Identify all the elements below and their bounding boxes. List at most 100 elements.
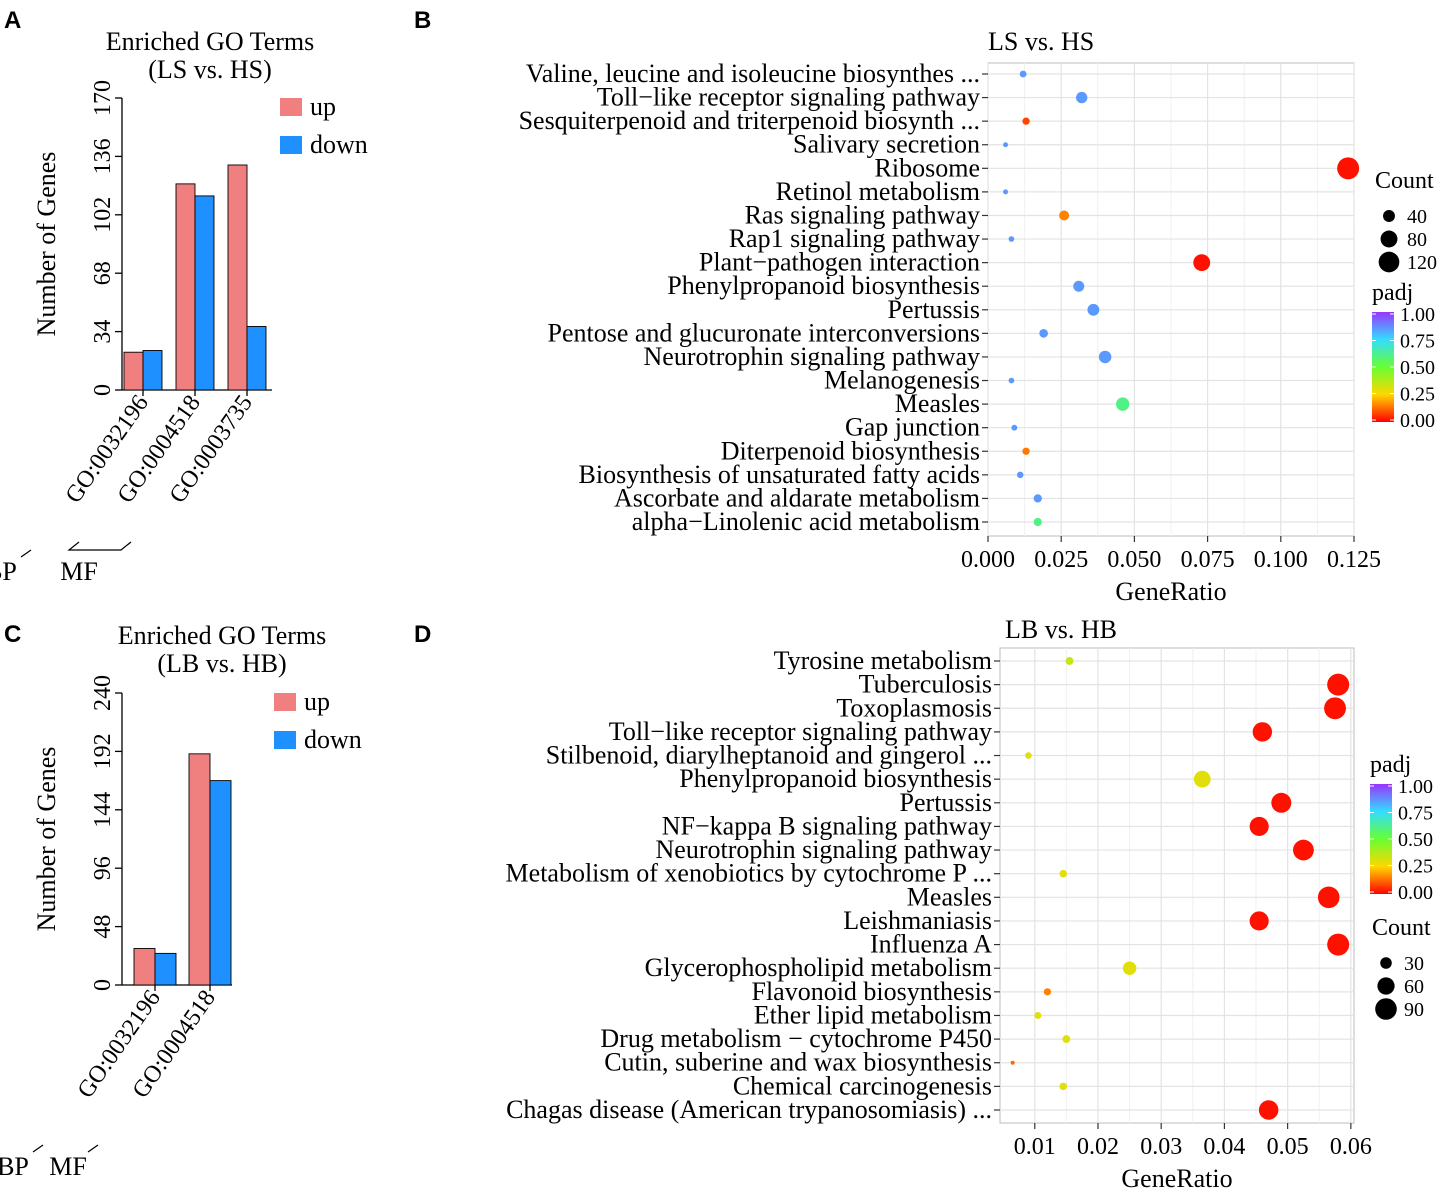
y-tick-label: 240: [90, 675, 116, 711]
category-label: Phenylpropanoid biosynthesis: [667, 271, 980, 300]
count-legend-label: 40: [1407, 206, 1427, 228]
group-bracket: [87, 1144, 99, 1153]
category-label: Pentose and glucuronate interconversions: [548, 318, 981, 347]
dot-point: [1003, 142, 1009, 148]
group-bracket: [20, 549, 32, 558]
legend-title-count: Count: [1375, 168, 1434, 194]
dot-point: [1252, 722, 1273, 742]
panel-d-dot-plot: LB vs. HB 0.01 0.02 0.03 0.04 0.05 0.06 GeneRat…: [506, 615, 1433, 1193]
category-label: Toll−like receptor signaling pathway: [609, 717, 992, 746]
dot-point: [1193, 770, 1211, 788]
dot-point: [1039, 329, 1048, 338]
x-tick-label: 0.04: [1203, 1134, 1245, 1160]
x-tick-label: 0.125: [1327, 547, 1381, 573]
category-label: Cutin, suberine and wax biosynthesis: [604, 1048, 992, 1077]
dot-point: [1059, 1082, 1067, 1091]
y-tick-label: 144: [90, 792, 116, 828]
dot-point: [1317, 886, 1340, 909]
x-axis-label: GeneRatio: [1121, 1164, 1232, 1193]
dot-point: [1011, 424, 1018, 431]
dot-point: [1073, 280, 1085, 292]
y-tick-label: 136: [90, 138, 116, 174]
category-label: Plant−pathogen interaction: [699, 248, 980, 277]
chart-title: Enriched GO Terms: [106, 27, 315, 56]
chart-title: LB vs. HB: [1005, 615, 1117, 644]
dot-point: [1271, 792, 1292, 813]
group-label-mf: MF: [49, 1152, 87, 1181]
bar-up-1: [123, 351, 144, 391]
dot-point: [1008, 377, 1015, 384]
bar-up-2: [188, 753, 211, 986]
panel-b-dot-plot: LS vs. HS 0.000 0.025 0.050 0.075 0.100 0.125 G…: [519, 27, 1437, 606]
dot-point: [1008, 236, 1015, 242]
y-tick-label: 48: [90, 915, 116, 939]
plot-area: [999, 647, 1355, 1124]
x-tick-label: 0.050: [1107, 547, 1161, 573]
category-label: Tyrosine metabolism: [774, 646, 992, 675]
group-label-mf: MF: [60, 557, 98, 586]
legend-label-up: up: [310, 92, 336, 121]
legend-title-count: Count: [1372, 915, 1431, 941]
bar-up-3: [227, 164, 248, 391]
category-label: Retinol metabolism: [776, 177, 980, 206]
group-label-bp: BP: [0, 557, 17, 586]
chart-subtitle: (LB vs. HB): [157, 649, 286, 678]
count-legend-dot: [1380, 957, 1392, 969]
bar-down-3: [246, 325, 267, 391]
padj-tick-label: 0.25: [1398, 856, 1433, 878]
panel-letter-b: B: [414, 7, 431, 34]
y-tick-label: 102: [90, 197, 116, 233]
y-axis-label: Number of Genes: [32, 152, 61, 337]
legend-swatch-down: [274, 731, 296, 749]
padj-tick-label: 0.75: [1398, 803, 1433, 825]
dot-point: [1022, 447, 1030, 455]
group-bracket: [32, 1144, 44, 1153]
dot-point: [1022, 117, 1030, 125]
dot-point: [1019, 70, 1027, 78]
dot-point: [1337, 157, 1360, 180]
category-label: Sesquiterpenoid and triterpenoid biosynt…: [519, 106, 980, 135]
legend-label-down: down: [310, 130, 368, 159]
legend-swatch-up: [280, 98, 302, 116]
x-tick-label: 0.075: [1181, 547, 1235, 573]
x-tick-label: 0.05: [1267, 1134, 1309, 1160]
legend-label-up: up: [304, 687, 330, 716]
y-tick-label: 68: [90, 261, 116, 285]
category-label: NF−kappa B signaling pathway: [662, 811, 992, 840]
category-label: Measles: [907, 882, 992, 911]
padj-colorbar: [1372, 312, 1394, 422]
category-label: Flavonoid biosynthesis: [751, 977, 992, 1006]
category-label: Influenza A: [870, 930, 992, 959]
category-label: Measles: [895, 389, 980, 418]
category-label: alpha−Linolenic acid metabolism: [632, 507, 980, 536]
dot-point: [1059, 210, 1070, 221]
count-legend-label: 80: [1407, 229, 1427, 251]
padj-tick-label: 0.25: [1400, 384, 1435, 406]
chart-subtitle: (LS vs. HS): [148, 55, 272, 84]
y-tick-label: 0: [90, 979, 116, 991]
legend-swatch-down: [280, 136, 302, 154]
dot-point: [1087, 303, 1100, 316]
category-label: Glycerophospholipid metabolism: [645, 953, 992, 982]
y-tick-label: 96: [90, 856, 116, 880]
count-legend-dot: [1378, 251, 1400, 273]
dot-point: [1076, 91, 1088, 104]
category-label: Chagas disease (American trypanosomiasis…: [506, 1095, 992, 1124]
y-tick-label: 0: [90, 384, 116, 396]
count-legend-label: 60: [1404, 976, 1424, 998]
padj-tick-label: 1.00: [1400, 304, 1435, 326]
category-label: Pertussis: [900, 788, 992, 817]
category-label: Tuberculosis: [859, 670, 992, 699]
dot-point: [1327, 673, 1350, 696]
panel-letter-a: A: [4, 7, 21, 34]
category-label: Diterpenoid biosynthesis: [721, 436, 980, 465]
x-tick-label: 0.03: [1140, 1134, 1182, 1160]
y-axis-label: Number of Genes: [32, 747, 61, 932]
chart-title: LS vs. HS: [988, 27, 1094, 56]
x-tick-label: 0.025: [1034, 547, 1088, 573]
category-label: Chemical carcinogenesis: [733, 1071, 992, 1100]
dot-point: [1193, 254, 1211, 272]
x-tick-label: 0.06: [1330, 1134, 1372, 1160]
dot-point: [1324, 697, 1346, 720]
dot-point: [1025, 752, 1032, 759]
